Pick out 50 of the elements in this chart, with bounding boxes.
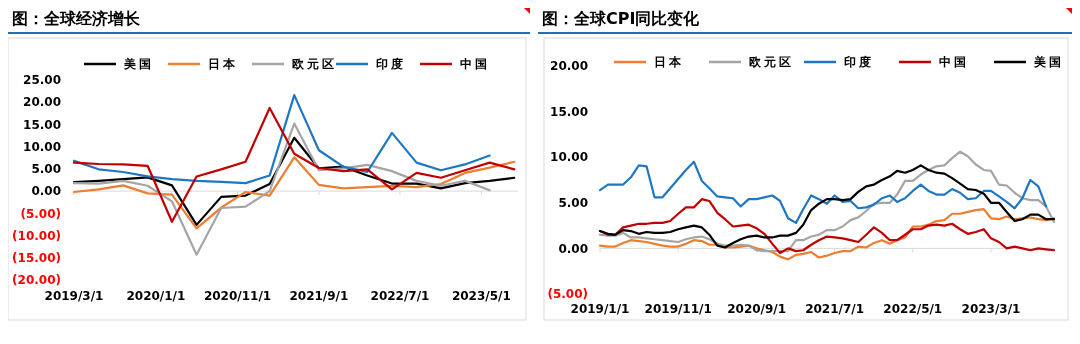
y-tick-label: (5.00) xyxy=(20,206,61,221)
legend-label: 中国 xyxy=(939,55,969,70)
line-series xyxy=(598,198,1056,255)
y-tick-label: 0.00 xyxy=(31,184,61,199)
x-tick-label: 2019/3/1 xyxy=(44,289,104,303)
y-tick-label: (10.00) xyxy=(12,228,61,243)
x-tick-label: 2022/5/1 xyxy=(883,302,943,316)
line-series xyxy=(598,208,1056,261)
x-tick-label: 2022/7/1 xyxy=(370,289,430,303)
x-tick-label: 2019/1/1 xyxy=(570,302,630,316)
line-series xyxy=(72,136,516,226)
legend-label: 中国 xyxy=(460,57,490,72)
x-tick-label: 2021/7/1 xyxy=(805,302,865,316)
legend-label: 日本 xyxy=(654,55,684,70)
y-tick-label: (15.00) xyxy=(12,250,61,265)
line-series xyxy=(598,164,1056,249)
y-tick-label: 5.00 xyxy=(558,196,588,210)
x-tick-label: 2023/3/1 xyxy=(961,302,1021,316)
x-tick-label: 2023/5/1 xyxy=(451,289,511,303)
y-tick-label: 15.00 xyxy=(23,117,61,132)
y-tick-label: (5.00) xyxy=(547,287,588,302)
line-series xyxy=(72,94,491,185)
x-tick-label: 2020/11/1 xyxy=(203,289,272,303)
chart-title: 图：全球CPI同比变化 xyxy=(542,9,701,28)
line-series xyxy=(598,150,1056,253)
y-tick-label: 5.00 xyxy=(31,162,61,177)
line-series xyxy=(598,160,1048,224)
line-series xyxy=(72,156,516,230)
y-tick-label: 20.00 xyxy=(550,59,588,74)
legend-label: 欧元区 xyxy=(749,55,794,70)
legend-label: 美国 xyxy=(123,57,154,72)
legend-label: 美国 xyxy=(1033,55,1064,70)
legend-label: 欧元区 xyxy=(292,57,337,72)
y-tick-label: 25.00 xyxy=(23,73,61,88)
line-series xyxy=(72,106,516,223)
x-tick-label: 2020/9/1 xyxy=(727,302,787,316)
legend-label: 印度 xyxy=(844,55,874,70)
legend-label: 印度 xyxy=(376,57,406,72)
x-tick-label: 2020/1/1 xyxy=(126,289,186,303)
y-tick-label: 20.00 xyxy=(23,95,61,110)
x-tick-label: 2019/11/1 xyxy=(644,302,712,316)
y-tick-label: 15.00 xyxy=(550,104,588,119)
y-tick-label: 10.00 xyxy=(23,139,61,154)
y-tick-label: 10.00 xyxy=(550,150,588,165)
chart-title: 图：全球经济增长 xyxy=(12,9,141,28)
y-tick-label: 0.00 xyxy=(558,241,588,256)
x-tick-label: 2021/9/1 xyxy=(289,289,349,303)
y-tick-label: (20.00) xyxy=(12,273,61,288)
legend-label: 日本 xyxy=(208,57,238,72)
line-series xyxy=(72,122,491,256)
